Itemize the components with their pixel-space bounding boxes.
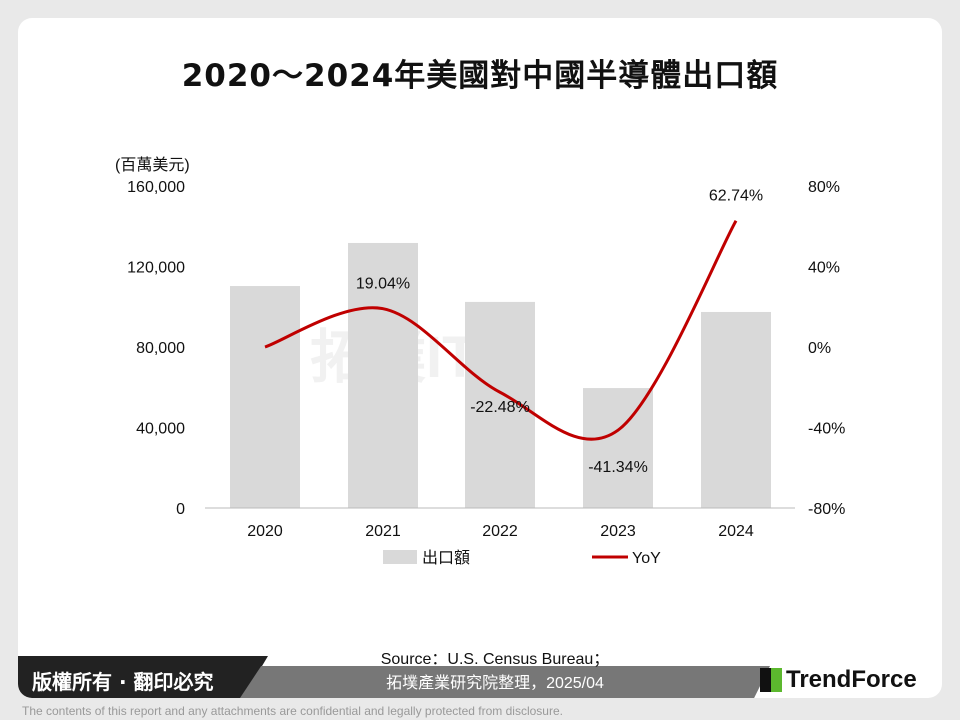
bar-2020 (230, 286, 300, 508)
bar-2024 (701, 311, 771, 508)
logo-text: TrendForce (786, 666, 917, 693)
legend-bar-label: 出口額 (422, 549, 470, 567)
yoy-line (264, 220, 738, 441)
x-tick: 2023 (600, 523, 636, 540)
legend-bar-swatch (383, 550, 417, 564)
y-left-tick: 80,000 (136, 340, 185, 357)
trendforce-logo: TrendForce (760, 666, 917, 694)
y-right-tick: -40% (808, 421, 845, 438)
y-right-tick: -80% (808, 501, 845, 518)
y-left-tick: 120,000 (127, 260, 185, 277)
bar-2023 (583, 388, 653, 508)
footer-band (18, 656, 268, 698)
x-tick: 2021 (365, 523, 401, 540)
x-tick: 2022 (482, 523, 518, 540)
source-text: Source：U.S. Census Bureau； (380, 651, 610, 668)
y-left-label: (百萬美元) (115, 156, 190, 174)
disclaimer: The contents of this report and any atta… (22, 704, 563, 718)
legend-line-label: YoY (632, 550, 661, 567)
y-left-tick: 160,000 (127, 179, 185, 196)
copyright-text: 版權所有 · 翻印必究 (32, 670, 214, 694)
data-label: -22.48% (470, 399, 530, 416)
bar-2021 (348, 242, 418, 509)
x-tick: 2024 (718, 523, 754, 540)
y-left-tick: 0 (176, 501, 185, 518)
x-tick: 2020 (247, 523, 283, 540)
y-right-tick: 80% (808, 179, 840, 196)
footer-source-band (240, 666, 770, 698)
y-right-tick: 0% (808, 340, 831, 357)
y-right-tick: 40% (808, 260, 840, 277)
page-title: 2020～2024年美國對中國半導體出口額 (181, 58, 779, 94)
data-label: -41.34% (588, 459, 648, 476)
y-left-tick: 40,000 (136, 421, 185, 438)
data-label: 19.04% (356, 276, 410, 293)
logo-mark-icon (760, 668, 782, 692)
source-text-2: 拓墣產業研究院整理，2025/04 (386, 675, 604, 692)
data-label: 62.74% (709, 188, 763, 205)
